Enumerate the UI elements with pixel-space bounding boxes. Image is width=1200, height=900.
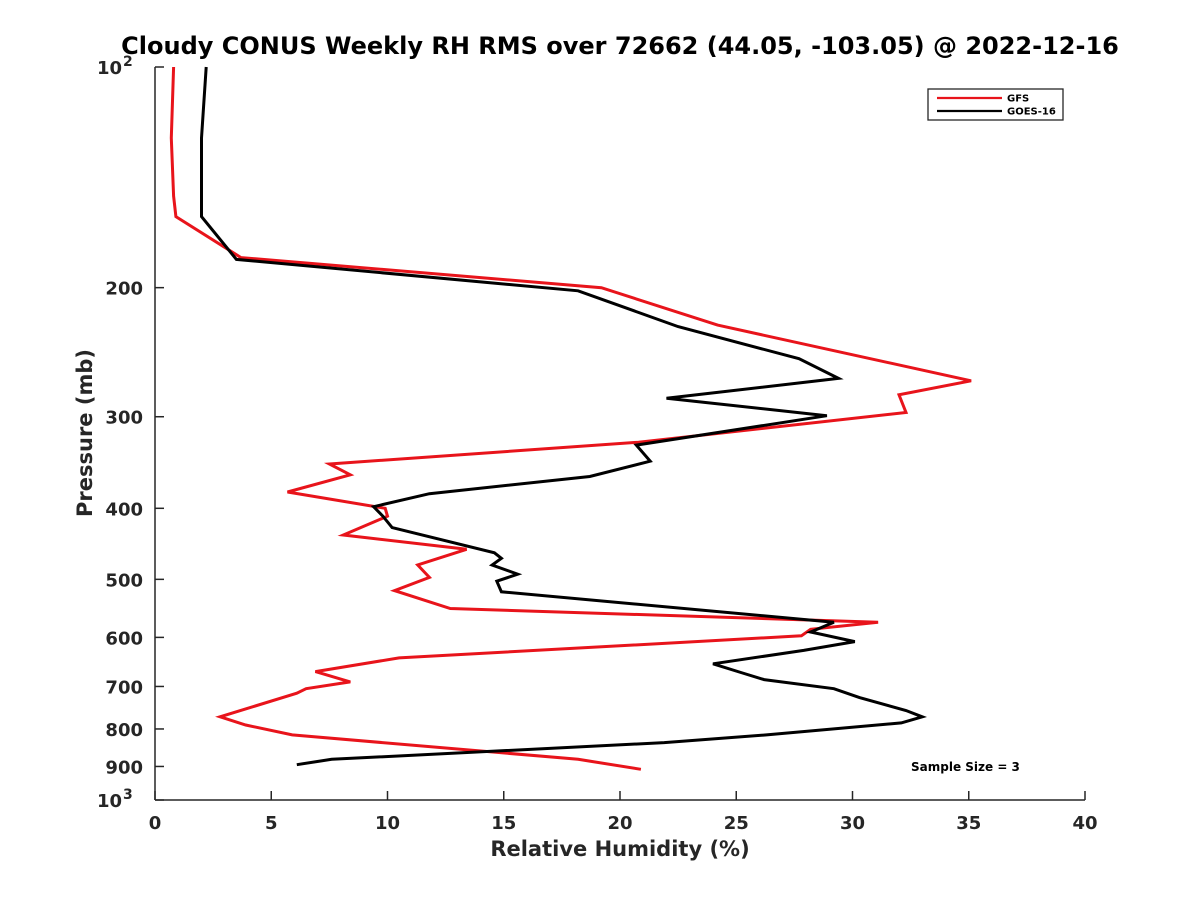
series-layer [169, 66, 972, 771]
legend-label-goes-16: GOES-16 [1007, 107, 1056, 118]
x-tick-label: 10 [375, 813, 400, 834]
x-tick-label: 25 [724, 813, 749, 834]
x-ticks: 0 5 10 15 20 25 30 35 40 [149, 791, 1098, 834]
sample-size-annotation: Sample Size = 3 [911, 760, 1020, 774]
y-tick-label: 500 [105, 570, 143, 591]
x-tick-label: 30 [840, 813, 865, 834]
y-tick-label: 200 [105, 279, 143, 300]
x-tick-label: 0 [149, 813, 162, 834]
chart-title: Cloudy CONUS Weekly RH RMS over 72662 (4… [121, 32, 1119, 60]
x-axis-label: Relative Humidity (%) [490, 837, 749, 861]
y-tick-label: 600 [105, 628, 143, 649]
legend-box [927, 88, 1064, 121]
y-axis-label: Pressure (mb) [73, 349, 97, 517]
x-tick-label: 5 [265, 813, 278, 834]
y-tick-label: 10 [97, 791, 122, 812]
series-line-gfs [169, 66, 972, 771]
x-tick-label: 40 [1072, 813, 1097, 834]
y-tick-label: 300 [105, 408, 143, 429]
y-tick-label-exponent: 3 [123, 787, 133, 803]
plot-area: 0 5 10 15 20 25 30 35 40 10 220030040050060070080… [97, 54, 1098, 834]
y-tick-label-exponent: 2 [123, 54, 133, 70]
plot-background [155, 67, 1085, 800]
y-tick-label: 800 [105, 720, 143, 741]
y-tick-label: 10 [97, 58, 122, 79]
x-tick-label: 20 [607, 813, 632, 834]
y-tick-label: 900 [105, 757, 143, 778]
series-line-goes-16 [200, 66, 927, 767]
legend-label-gfs: GFS [1007, 94, 1029, 105]
x-tick-label: 35 [956, 813, 981, 834]
y-tick-label: 700 [105, 677, 143, 698]
y-tick-label: 400 [105, 499, 143, 520]
x-tick-label: 15 [491, 813, 516, 834]
legend: GFS GOES-16 [927, 88, 1064, 121]
